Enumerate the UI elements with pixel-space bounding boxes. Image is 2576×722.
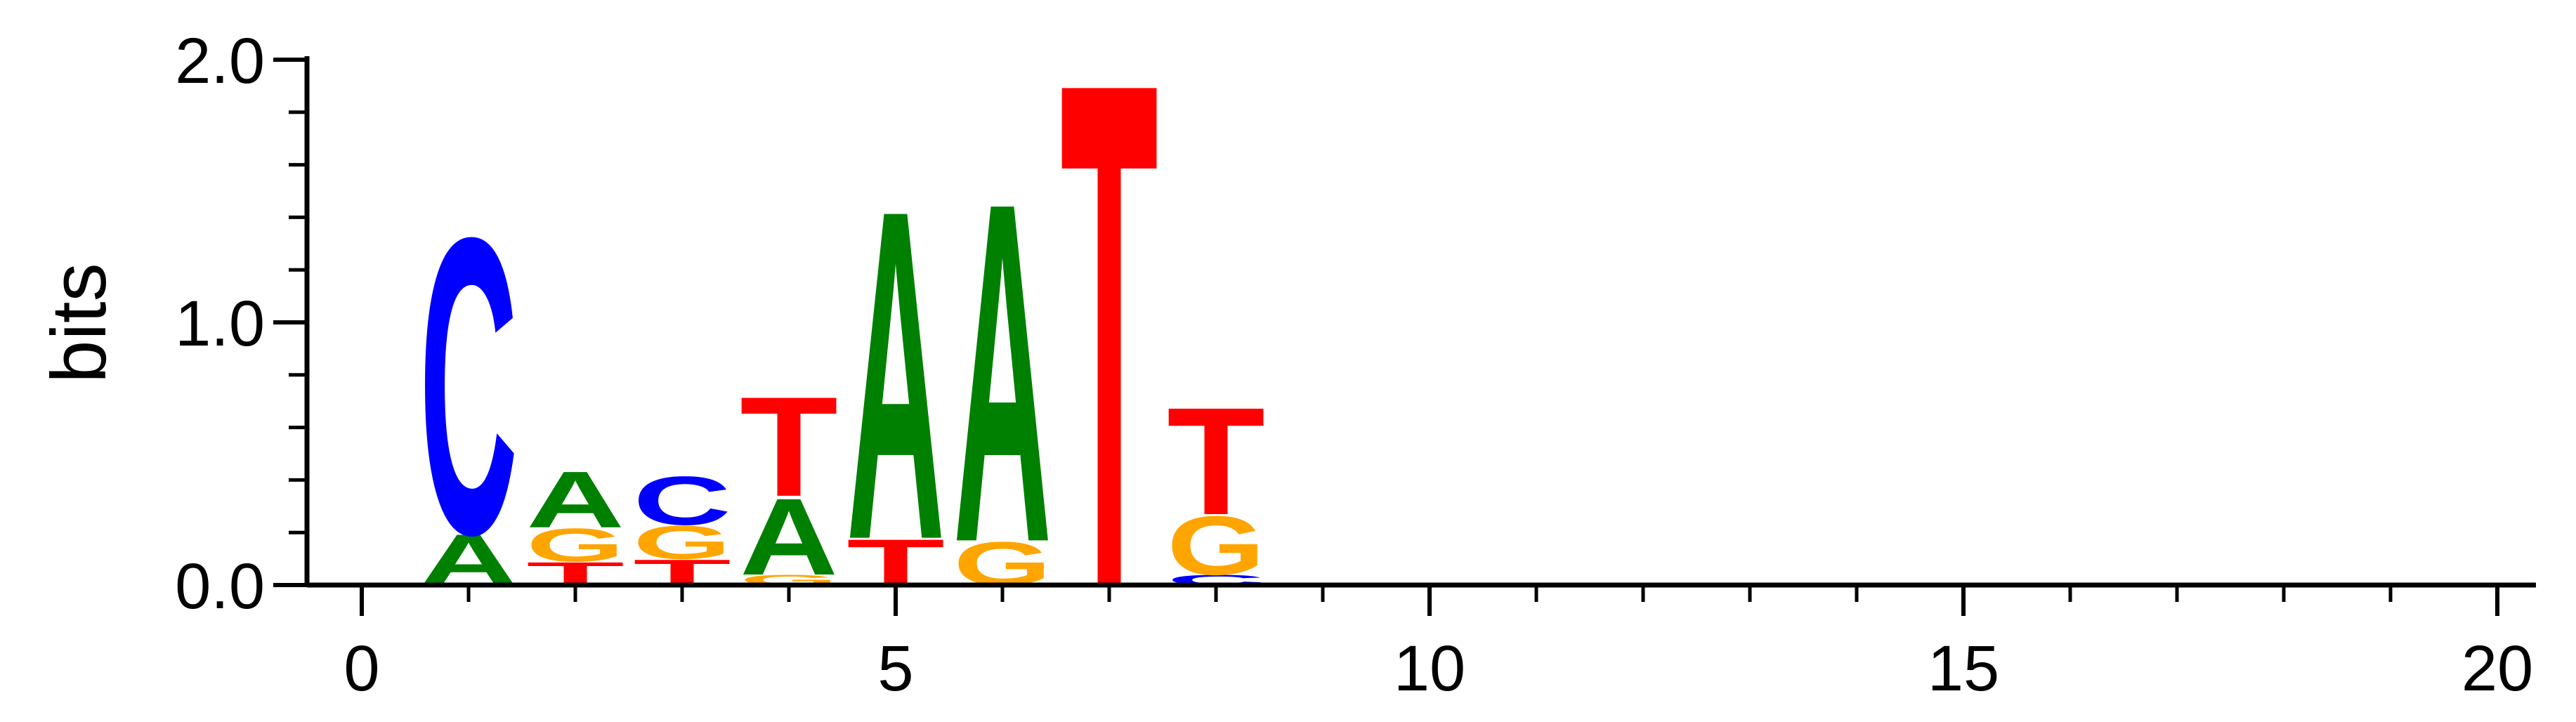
logo-letter-glyph: G — [1167, 499, 1265, 593]
logo-letter-glyph: A — [526, 454, 625, 544]
tick-layer: 0.0 1.0 2.0 0 5 10 15 20 — [175, 25, 2533, 704]
logo-letter-A: A — [526, 454, 625, 544]
x-tick-label: 5 — [877, 633, 913, 704]
logo-letter-glyph: G — [633, 516, 731, 569]
logo-letter-T: T — [740, 367, 838, 526]
x-tick-label: 10 — [1394, 633, 1465, 704]
x-tick-label: 20 — [2461, 633, 2533, 704]
logo-letter-glyph: A — [953, 101, 1052, 643]
logo-letter-G: G — [526, 518, 625, 572]
logo-letter-glyph: A — [846, 112, 945, 638]
logo-letter-G: G — [633, 516, 731, 569]
logo-letter-T: T — [1060, 0, 1158, 722]
logo-letter-glyph: C — [419, 150, 518, 622]
logo-letter-T: T — [1167, 376, 1265, 547]
y-tick-label: 0.0 — [175, 551, 265, 622]
logo-letter-glyph: T — [1060, 0, 1158, 722]
logo-letter-C: C — [419, 150, 518, 622]
logo-letter-glyph: A — [740, 476, 838, 598]
logo-letter-glyph: T — [1167, 376, 1265, 547]
x-tick-label: 0 — [344, 633, 379, 704]
logo-letter-glyph: C — [633, 462, 731, 539]
y-tick-label: 2.0 — [175, 25, 265, 97]
logo-letter-A: A — [846, 112, 945, 638]
y-tick-label: 1.0 — [175, 288, 265, 360]
logo-letter-G: G — [1167, 499, 1265, 593]
y-axis-title: bits — [36, 263, 122, 383]
logo-letter-C: C — [633, 462, 731, 539]
logo-letter-glyph: G — [526, 518, 625, 572]
logo-letter-A: A — [740, 476, 838, 598]
logo-letter-A: A — [953, 101, 1052, 643]
logo-letter-glyph: T — [740, 367, 838, 526]
x-tick-label: 15 — [1928, 633, 1999, 704]
